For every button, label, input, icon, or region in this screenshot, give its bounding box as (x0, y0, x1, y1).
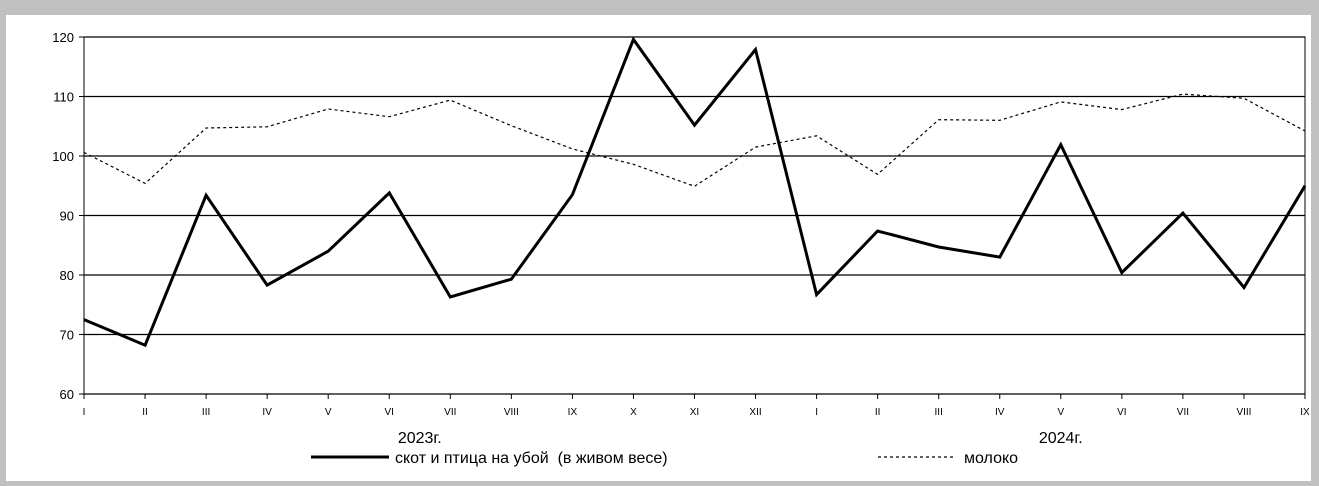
legend-label-livestock: скот и птица на убой (в живом весе) (395, 450, 668, 467)
series-line-livestock (83, 36, 1307, 348)
x-tick-label: VII (444, 407, 456, 418)
x-tick-label: I (815, 407, 818, 418)
x-tick-label: III (202, 407, 210, 418)
x-tick-label: IX (568, 407, 578, 418)
x-tick-label: III (935, 407, 943, 418)
legend-label-milk: молоко (964, 450, 1018, 467)
y-tick-label: 100 (52, 149, 74, 164)
x-tick-label: I (83, 407, 86, 418)
x-tick-label: XII (749, 407, 761, 418)
y-tick-label: 120 (52, 30, 74, 45)
x-tick-label: VIII (504, 407, 519, 418)
y-tick-label: 110 (53, 90, 74, 105)
chart-frame: 60 70 80 90 100 110 120 I II III IV V VI VII VIII IX X X… (6, 15, 1311, 481)
x-tick-label: II (142, 407, 148, 418)
x-tick-label: VIII (1236, 407, 1251, 418)
x-tick-label: IX (1300, 407, 1310, 418)
x-tick-label: IV (262, 407, 272, 418)
y-tick-label: 80 (60, 268, 74, 283)
legend: скот и птица на убой (в живом весе) моло… (311, 450, 1018, 467)
x-tick-label: VI (385, 407, 394, 418)
year-label: 2024г. (1039, 430, 1083, 447)
year-label: 2023г. (398, 430, 442, 447)
x-tick-label: II (875, 407, 881, 418)
x-tick-label: V (325, 407, 332, 418)
year-labels: 2023г. 2024г. (398, 430, 1083, 447)
x-tick-label: VI (1117, 407, 1126, 418)
series-lines (83, 36, 1307, 348)
x-axis-ticks: I II III IV V VI VII VIII IX X XI XII I II III IV V VI VII… (83, 394, 1310, 418)
x-tick-label: V (1057, 407, 1064, 418)
y-tick-label: 70 (60, 328, 74, 343)
x-tick-label: X (630, 407, 637, 418)
y-tick-label: 60 (60, 387, 74, 402)
y-tick-label: 90 (60, 209, 74, 224)
y-axis-ticks: 60 70 80 90 100 110 120 (52, 30, 84, 402)
x-tick-label: IV (995, 407, 1005, 418)
x-tick-label: XI (690, 407, 699, 418)
x-tick-label: VII (1177, 407, 1189, 418)
